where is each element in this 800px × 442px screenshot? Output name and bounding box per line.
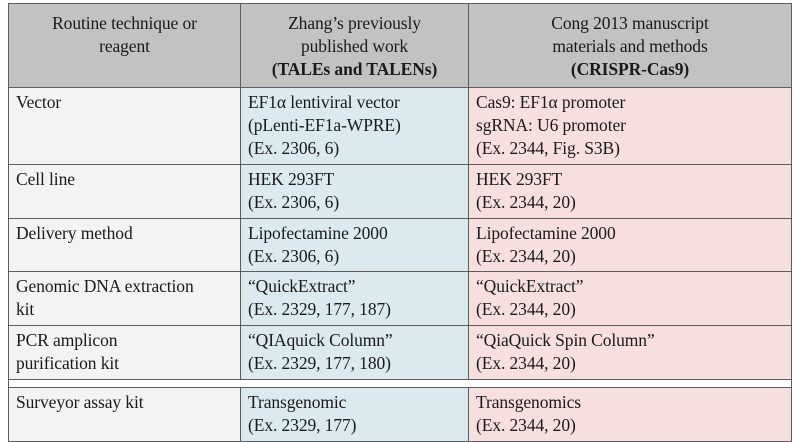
zhang-line-1: “QIAquick Column” bbox=[248, 329, 461, 352]
header-line-1: Routine technique or bbox=[16, 12, 233, 35]
gap-cell bbox=[9, 380, 241, 388]
header-line-1: Zhang’s previously bbox=[248, 12, 461, 35]
header-line-3: (TALEs and TALENs) bbox=[248, 58, 461, 81]
cell-cong-manuscript: “QiaQuick Spin Column”(Ex. 2344, 20) bbox=[469, 326, 792, 380]
cell-zhang-work: HEK 293FT(Ex. 2306, 6) bbox=[241, 164, 469, 218]
technique-line-1: Vector bbox=[16, 91, 233, 114]
zhang-line-1: HEK 293FT bbox=[248, 168, 461, 191]
gap-cell bbox=[469, 380, 792, 388]
cell-technique: Cell line bbox=[9, 164, 241, 218]
technique-line-1: Genomic DNA extraction bbox=[16, 275, 233, 298]
cell-cong-manuscript: Transgenomics(Ex. 2344, 20) bbox=[469, 388, 792, 442]
zhang-line-3: (Ex. 2306, 6) bbox=[248, 137, 461, 160]
header-line-2: materials and methods bbox=[476, 35, 784, 58]
header-line-2: reagent bbox=[16, 35, 233, 58]
cong-line-1: “QiaQuick Spin Column” bbox=[476, 329, 784, 352]
cell-cong-manuscript: “QuickExtract”(Ex. 2344, 20) bbox=[469, 272, 792, 326]
technique-line-1: Cell line bbox=[16, 168, 233, 191]
technique-line-2: purification kit bbox=[16, 352, 233, 375]
technique-line-2: kit bbox=[16, 298, 233, 321]
cell-technique: Surveyor assay kit bbox=[9, 388, 241, 442]
cell-technique: PCR ampliconpurification kit bbox=[9, 326, 241, 380]
comparison-table-page: Routine technique orreagent Zhang’s prev… bbox=[0, 0, 800, 414]
cong-line-1: “QuickExtract” bbox=[476, 275, 784, 298]
cong-line-1: HEK 293FT bbox=[476, 168, 784, 191]
table-row: Vector EF1α lentiviral vector(pLenti-EF1a… bbox=[9, 88, 792, 165]
table-row-detached: Surveyor assay kit Transgenomic(Ex. 2329,… bbox=[9, 388, 792, 442]
zhang-line-1: Transgenomic bbox=[248, 391, 461, 414]
zhang-line-1: EF1α lentiviral vector bbox=[248, 91, 461, 114]
cong-line-2: (Ex. 2344, 20) bbox=[476, 298, 784, 321]
technique-line-1: Surveyor assay kit bbox=[16, 391, 233, 414]
zhang-line-2: (Ex. 2329, 177) bbox=[248, 414, 461, 437]
table-body: Routine technique orreagent Zhang’s prev… bbox=[9, 4, 792, 442]
routine-technique-comparison-table: Routine technique orreagent Zhang’s prev… bbox=[8, 3, 792, 442]
cell-zhang-work: EF1α lentiviral vector(pLenti-EF1a-WPRE)… bbox=[241, 88, 469, 165]
zhang-line-1: Lipofectamine 2000 bbox=[248, 222, 461, 245]
row-separator-gap bbox=[9, 380, 792, 388]
cong-line-2: (Ex. 2344, 20) bbox=[476, 191, 784, 214]
cell-technique: Genomic DNA extractionkit bbox=[9, 272, 241, 326]
header-line-2: published work bbox=[248, 35, 461, 58]
cong-line-2: (Ex. 2344, 20) bbox=[476, 245, 784, 268]
cong-line-2: sgRNA: U6 promoter bbox=[476, 114, 784, 137]
zhang-line-1: “QuickExtract” bbox=[248, 275, 461, 298]
table-row: Delivery methodLipofectamine 2000(Ex. 23… bbox=[9, 218, 792, 272]
zhang-line-2: (Ex. 2306, 6) bbox=[248, 245, 461, 268]
cell-cong-manuscript: Cas9: EF1α promotersgRNA: U6 promoter(Ex… bbox=[469, 88, 792, 165]
cong-line-3: (Ex. 2344, Fig. S3B) bbox=[476, 137, 784, 160]
table-header-row: Routine technique orreagent Zhang’s prev… bbox=[9, 4, 792, 88]
cong-line-2: (Ex. 2344, 20) bbox=[476, 352, 784, 375]
cong-line-2: (Ex. 2344, 20) bbox=[476, 414, 784, 437]
zhang-line-2: (Ex. 2329, 177, 180) bbox=[248, 352, 461, 375]
cell-cong-manuscript: Lipofectamine 2000(Ex. 2344, 20) bbox=[469, 218, 792, 272]
cell-zhang-work: Transgenomic(Ex. 2329, 177) bbox=[241, 388, 469, 442]
header-line-1: Cong 2013 manuscript bbox=[476, 12, 784, 35]
cell-technique: Delivery method bbox=[9, 218, 241, 272]
header-cell-zhang-published-work: Zhang’s previouslypublished work(TALEs a… bbox=[241, 4, 469, 88]
zhang-line-2: (pLenti-EF1a-WPRE) bbox=[248, 114, 461, 137]
technique-line-1: Delivery method bbox=[16, 222, 233, 245]
cong-line-1: Transgenomics bbox=[476, 391, 784, 414]
table-row: Genomic DNA extractionkit“QuickExtract”(… bbox=[9, 272, 792, 326]
zhang-line-2: (Ex. 2329, 177, 187) bbox=[248, 298, 461, 321]
header-line-3: (CRISPR-Cas9) bbox=[476, 58, 784, 81]
header-cell-cong-2013-manuscript: Cong 2013 manuscriptmaterials and method… bbox=[469, 4, 792, 88]
cell-zhang-work: Lipofectamine 2000(Ex. 2306, 6) bbox=[241, 218, 469, 272]
cell-technique: Vector bbox=[9, 88, 241, 165]
technique-line-1: PCR amplicon bbox=[16, 329, 233, 352]
cong-line-1: Cas9: EF1α promoter bbox=[476, 91, 784, 114]
header-cell-routine-technique: Routine technique orreagent bbox=[9, 4, 241, 88]
table-row: PCR ampliconpurification kit“QIAquick Co… bbox=[9, 326, 792, 380]
cell-zhang-work: “QuickExtract”(Ex. 2329, 177, 187) bbox=[241, 272, 469, 326]
cell-cong-manuscript: HEK 293FT(Ex. 2344, 20) bbox=[469, 164, 792, 218]
gap-cell bbox=[241, 380, 469, 388]
zhang-line-2: (Ex. 2306, 6) bbox=[248, 191, 461, 214]
cell-zhang-work: “QIAquick Column”(Ex. 2329, 177, 180) bbox=[241, 326, 469, 380]
table-row: Cell lineHEK 293FT(Ex. 2306, 6)HEK 293FT… bbox=[9, 164, 792, 218]
cong-line-1: Lipofectamine 2000 bbox=[476, 222, 784, 245]
